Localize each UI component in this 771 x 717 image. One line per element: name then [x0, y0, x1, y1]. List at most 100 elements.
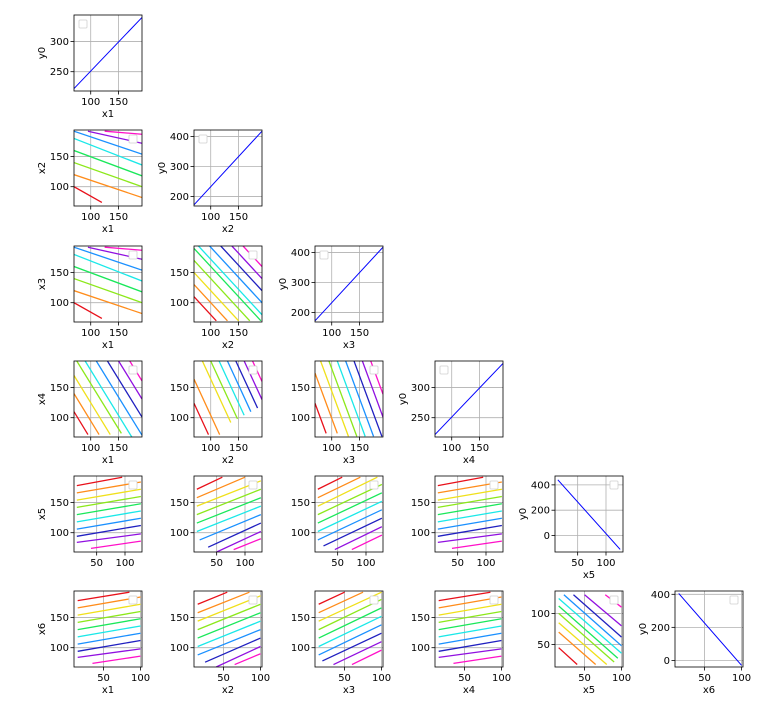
contour-line-0: [438, 591, 491, 602]
contour-line-3: [328, 361, 358, 437]
contour-line-4: [74, 253, 142, 282]
x-axis-label: x2: [222, 685, 234, 696]
y-tick-label: 300: [170, 162, 189, 173]
contour-line-7: [437, 524, 502, 537]
x-tick-label: 100: [356, 558, 375, 569]
contour-line-2: [194, 272, 240, 322]
y-tick-label: 100: [411, 528, 430, 539]
axes-frame: [554, 590, 624, 668]
x-tick-label: 100: [442, 443, 461, 454]
contour-line-6: [77, 632, 141, 645]
y-tick-label: 200: [651, 623, 670, 634]
response-line: [194, 130, 262, 206]
x-tick-label: 50: [217, 673, 230, 684]
contour-line-3: [77, 610, 141, 624]
contour-line-3: [558, 612, 615, 663]
contour-line-0: [317, 476, 343, 490]
contour-line-1: [317, 476, 361, 499]
x-axis-label: x3: [343, 685, 355, 696]
legend-box: [609, 595, 619, 605]
contour-line-6: [235, 361, 259, 409]
contour-line-4: [74, 137, 142, 166]
contour-line-3: [437, 495, 502, 509]
x-axis-label: x1: [102, 340, 114, 351]
y-tick-label: 150: [291, 498, 310, 509]
x-tick-label: 50: [97, 673, 110, 684]
y-tick-label: 100: [50, 528, 69, 539]
y-tick-label: 150: [50, 152, 69, 163]
legend-box: [128, 134, 138, 144]
plot-lines: [74, 361, 142, 437]
x-tick-label: 50: [90, 558, 103, 569]
contour-line-5: [226, 361, 252, 412]
subplot-r5-c0: 50 100 100 150 x1 x6: [37, 590, 150, 696]
legend-box: [198, 134, 208, 144]
contour-line-7: [76, 524, 141, 537]
y-tick-label: 150: [50, 383, 69, 394]
contour-line-8: [584, 594, 622, 627]
contour-line-4: [194, 247, 262, 322]
contour-line-4: [84, 361, 133, 437]
contour-line-8: [437, 533, 502, 543]
contour-line-1: [74, 290, 142, 315]
y-axis-label: y0: [638, 623, 649, 635]
plot-lines: [74, 246, 142, 319]
y-tick-label: 250: [50, 67, 69, 78]
contour-line-5: [197, 246, 262, 316]
contour-line-2: [437, 488, 502, 501]
axes-frame: [193, 475, 263, 553]
contour-line-6: [197, 629, 261, 656]
subplot-r5-c4: 50 100 50 100 x5: [531, 590, 631, 696]
y-tick-label: 100: [170, 528, 189, 539]
y-axis-label: x4: [37, 393, 48, 405]
y-tick-label: 100: [291, 528, 310, 539]
contour-line-4: [196, 497, 262, 524]
x-tick-label: 150: [229, 328, 248, 339]
contour-line-8: [215, 645, 261, 667]
y-tick-label: 200: [291, 308, 310, 319]
contour-line-2: [74, 277, 142, 304]
axes-frame: [73, 590, 143, 668]
axes-frame: [73, 14, 143, 92]
response-line: [435, 363, 503, 435]
response-line: [557, 479, 621, 550]
contour-line-6: [438, 632, 502, 645]
x-axis-label: x3: [343, 340, 355, 351]
x-tick-label: 100: [81, 212, 100, 223]
legend-box: [248, 250, 258, 260]
legend-box: [248, 365, 258, 375]
x-tick-label: 50: [578, 673, 591, 684]
y-tick-label: 100: [291, 413, 310, 424]
contour-line-5: [437, 510, 502, 523]
y-tick-label: 0: [544, 531, 550, 542]
x-tick-label: 100: [476, 558, 495, 569]
x-tick-label: 150: [109, 212, 128, 223]
legend-box: [369, 480, 379, 490]
subplot-r5-c1: 50 100 100 150 x2: [170, 590, 270, 696]
y-tick-label: 150: [50, 498, 69, 509]
legend-box: [489, 480, 499, 490]
contour-line-6: [318, 624, 382, 656]
contour-line-5: [95, 361, 142, 436]
plot-lines: [194, 130, 262, 206]
contour-line-2: [77, 603, 141, 616]
contour-line-9: [90, 540, 141, 550]
x-tick-label: 150: [109, 443, 128, 454]
subplot-r4-c1: 50 100 100 150: [170, 475, 263, 569]
contour-line-4: [76, 503, 141, 516]
x-tick-label: 100: [81, 328, 100, 339]
y-axis-label: y0: [398, 393, 409, 405]
contour-line-7: [204, 637, 261, 663]
response-line: [678, 593, 742, 666]
legend-box: [609, 480, 619, 490]
contour-line-1: [194, 378, 221, 435]
plot-lines: [76, 476, 141, 550]
contour-line-5: [196, 505, 262, 533]
contour-line-4: [437, 503, 502, 516]
x-tick-label: 150: [350, 328, 369, 339]
contour-line-1: [196, 476, 246, 499]
contour-line-6: [563, 594, 622, 647]
